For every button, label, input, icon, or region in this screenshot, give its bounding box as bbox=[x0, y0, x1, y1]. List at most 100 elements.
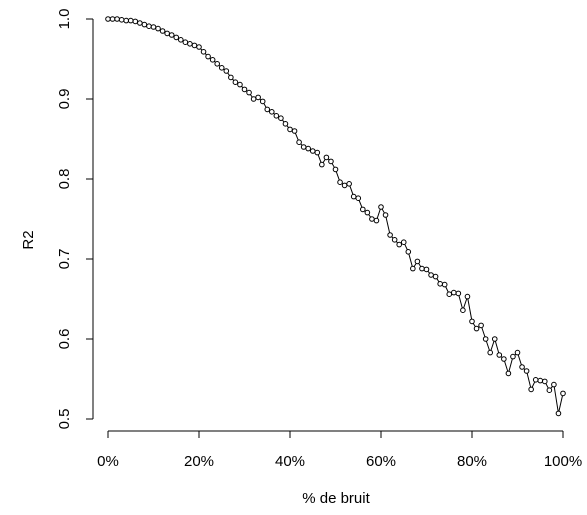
data-point bbox=[482, 336, 489, 342]
x-axis-title: % de bruit bbox=[302, 490, 370, 507]
data-point bbox=[487, 349, 494, 356]
data-point bbox=[560, 390, 566, 397]
data-point bbox=[146, 23, 152, 30]
data-point bbox=[528, 386, 534, 393]
y-axis-title: R2 bbox=[20, 230, 37, 249]
data-point bbox=[419, 265, 425, 272]
data-point bbox=[514, 349, 521, 356]
data-point bbox=[191, 42, 198, 49]
data-point bbox=[378, 204, 384, 210]
data-point bbox=[519, 364, 525, 370]
data-point bbox=[205, 53, 211, 60]
data-point bbox=[246, 89, 252, 96]
data-point bbox=[460, 307, 466, 314]
data-point bbox=[187, 41, 193, 47]
x-tick-label: 40% bbox=[275, 453, 305, 470]
data-point bbox=[551, 381, 557, 388]
data-point bbox=[141, 21, 148, 28]
data-point bbox=[223, 68, 230, 74]
data-point bbox=[473, 325, 480, 332]
data-point bbox=[510, 353, 516, 360]
data-point bbox=[250, 96, 257, 102]
data-point bbox=[127, 17, 134, 24]
data-point bbox=[441, 281, 448, 288]
y-tick-label: 1.0 bbox=[56, 9, 73, 30]
data-point bbox=[218, 65, 225, 71]
data-point bbox=[410, 265, 416, 272]
data-point bbox=[346, 181, 352, 187]
data-point bbox=[132, 18, 139, 25]
data-point bbox=[164, 30, 170, 37]
x-tick-label: 60% bbox=[366, 453, 396, 470]
data-point bbox=[396, 241, 403, 248]
data-point bbox=[200, 49, 207, 55]
data-point bbox=[451, 289, 457, 296]
data-point bbox=[387, 232, 393, 238]
data-point bbox=[537, 377, 544, 384]
data-point bbox=[237, 81, 243, 88]
data-point bbox=[178, 37, 184, 43]
data-point bbox=[364, 209, 371, 216]
data-point bbox=[555, 410, 562, 417]
data-point bbox=[337, 179, 343, 185]
data-point bbox=[373, 217, 380, 224]
x-axis: 0% 20% 40% 60% 80% 100% bbox=[97, 430, 582, 470]
data-point bbox=[232, 79, 239, 85]
data-point bbox=[350, 193, 357, 200]
y-tick-label: 0.9 bbox=[56, 89, 73, 110]
data-point bbox=[478, 322, 484, 329]
data-point bbox=[241, 86, 248, 93]
data-point bbox=[296, 139, 302, 145]
data-point bbox=[114, 16, 120, 22]
data-point bbox=[405, 249, 412, 255]
data-point bbox=[159, 28, 166, 34]
data-point bbox=[546, 387, 553, 394]
data-point bbox=[282, 121, 289, 127]
data-point bbox=[168, 32, 175, 38]
data-point bbox=[278, 115, 284, 121]
data-point bbox=[287, 126, 293, 133]
y-axis: 0.5 0.6 0.7 0.8 0.9 1.0 bbox=[56, 9, 94, 430]
data-series bbox=[105, 16, 566, 417]
data-point bbox=[391, 237, 398, 243]
data-point bbox=[332, 166, 339, 173]
data-point bbox=[105, 16, 111, 22]
y-tick-label: 0.8 bbox=[56, 169, 73, 190]
data-point bbox=[118, 17, 125, 23]
x-tick-label: 20% bbox=[184, 453, 214, 470]
data-point bbox=[496, 352, 503, 358]
data-point bbox=[196, 44, 202, 50]
data-point bbox=[523, 368, 530, 374]
data-point bbox=[155, 25, 161, 32]
x-tick-label: 100% bbox=[544, 453, 582, 470]
data-point bbox=[291, 128, 298, 134]
data-point bbox=[323, 154, 330, 161]
data-point bbox=[491, 336, 498, 342]
data-point bbox=[382, 212, 389, 218]
y-tick-label: 0.5 bbox=[56, 409, 73, 430]
data-point bbox=[469, 318, 475, 325]
data-point bbox=[423, 266, 430, 273]
data-point bbox=[446, 291, 453, 298]
data-point bbox=[214, 61, 220, 67]
data-point bbox=[501, 356, 507, 362]
y-tick-label: 0.6 bbox=[56, 329, 73, 350]
data-point bbox=[428, 272, 434, 278]
data-point bbox=[259, 98, 266, 105]
data-point bbox=[414, 258, 421, 265]
data-point bbox=[300, 144, 307, 150]
data-point bbox=[432, 273, 439, 280]
data-point bbox=[228, 74, 234, 81]
data-point bbox=[255, 94, 261, 101]
data-point bbox=[319, 161, 325, 168]
data-point bbox=[273, 113, 280, 119]
data-point bbox=[209, 57, 216, 63]
data-point bbox=[437, 281, 443, 287]
data-point bbox=[400, 239, 407, 245]
data-point bbox=[360, 206, 366, 213]
data-point bbox=[264, 106, 271, 113]
data-point bbox=[369, 216, 375, 222]
data-point bbox=[355, 195, 362, 201]
data-point bbox=[328, 158, 334, 165]
data-point bbox=[532, 377, 539, 383]
